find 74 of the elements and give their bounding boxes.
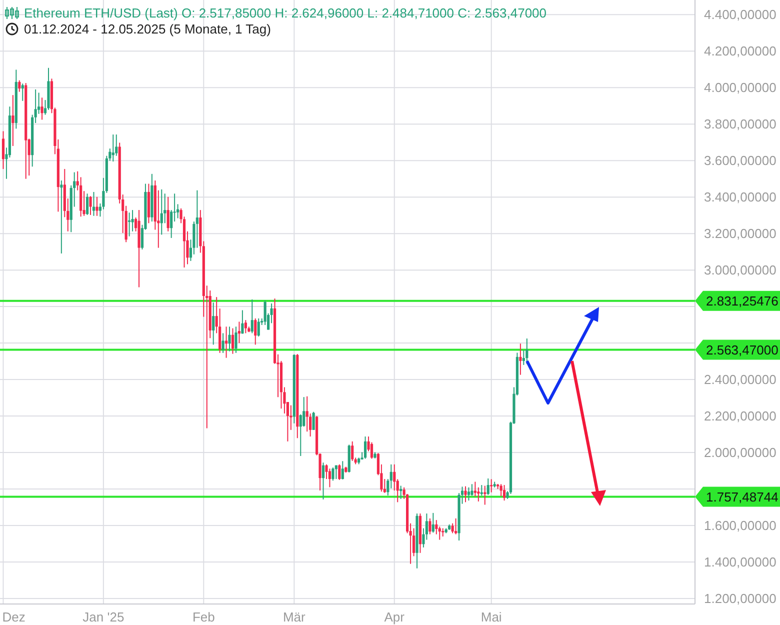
ref-line-label: 2.563,47000 [706,342,778,358]
candlestick [338,464,341,480]
y-tick-label: 2.400,00000 [704,372,776,388]
candlestick [40,97,44,120]
candlestick [490,478,493,493]
x-tick-label: Feb [192,610,215,625]
candlestick [224,326,228,358]
candlestick [328,468,332,488]
candlestick [312,411,315,430]
x-tick-label: Mai [480,610,502,625]
candlestick [112,134,114,162]
candlestick [222,332,224,354]
candlestick [89,196,92,216]
candlestick [432,512,434,534]
candlestick [128,212,131,237]
candlestick [341,460,344,480]
candlestick [244,320,247,334]
y-tick-label: 3.400,00000 [704,190,776,205]
y-tick-label: 1.600,00000 [704,518,776,534]
candlestick [264,300,266,326]
candlestick [21,83,24,102]
candlestick [257,318,260,337]
candlestick [96,196,98,216]
candlestick [92,191,96,216]
candlestick [351,440,354,462]
candlestick [212,302,215,346]
candlestick [2,130,5,170]
x-tick-label: Jan '25 [82,610,124,625]
candlestick [231,328,234,354]
x-tick-label: Apr [384,610,406,625]
candlestick [322,462,325,500]
y-tick-label: 2.000,00000 [704,445,776,460]
y-tick-label: 1.400,00000 [704,554,776,570]
text: 01.12.2024 - 12.05.2025 (5 Monate, 1 Tag) [24,22,271,37]
y-tick-label: 3.000,00000 [704,262,776,278]
text: Ethereum ETH/USD (Last) O: 2.517,85000 H: 2.624,96000 L: 2.484,71000 C: 2.563,47000 [24,6,547,21]
candlestick [234,326,238,354]
candlestick [474,481,476,498]
candlestick [166,196,170,232]
x-tick-label: Dez [2,610,26,625]
candlestick [86,193,89,216]
ref-line-label: 1.757,48744 [706,489,778,504]
candlestick [470,484,474,496]
candlestick [250,298,254,334]
candlestick [60,180,63,254]
y-tick-label: 3.200,00000 [704,226,776,242]
candlestick [332,467,334,482]
candlestick [519,343,522,376]
y-tick-label: 3.600,00000 [704,153,776,168]
candlestick [400,485,402,500]
ref-line-label: 2.831,25476 [706,293,778,308]
candlestick [451,522,454,534]
candlestick [12,94,14,146]
candlestick [428,518,432,535]
y-tick-label: 4.000,00000 [704,80,776,96]
candlestick [364,436,367,460]
candlestick [486,478,490,496]
y-tick-label: 4.200,00000 [704,44,776,59]
candlestick [241,310,244,334]
x-tick-label: Mär [282,610,306,625]
y-tick-label: 2.200,00000 [704,408,776,424]
candlestick [228,326,231,352]
candlestick [238,321,241,344]
candlestick [254,318,257,346]
candlestick [502,484,506,502]
candlestick [467,486,470,502]
candlestick [160,188,163,236]
candlestick [464,486,467,503]
candlestick [18,80,21,92]
y-tick-label: 4.400,00000 [704,7,776,22]
candlestick [500,484,502,497]
candlestick [306,396,308,432]
y-tick-label: 3.800,00000 [704,116,776,132]
y-tick-label: 1.200,00000 [704,591,776,606]
